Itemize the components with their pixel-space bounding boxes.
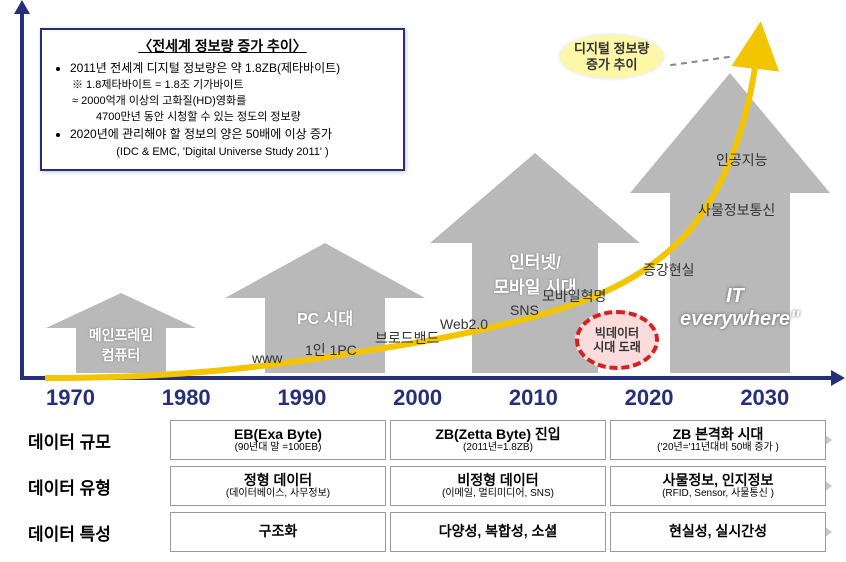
info-box: 〈전세계 정보량 증가 추이〉 2011년 전세계 디지털 정보량은 약 1.8… [40, 28, 405, 171]
table-cell: 비정형 데이터(이메일, 멀티미디어, SNS) [390, 466, 606, 506]
tech-label: SNS [510, 302, 539, 318]
infobox-title: 〈전세계 정보량 증가 추이〉 [52, 36, 393, 56]
year-label: 2020 [599, 385, 715, 411]
year-label: 2030 [714, 385, 830, 411]
table-row: 데이터 규모 EB(Exa Byte)(90년대 말 =100EB) ZB(Ze… [20, 420, 830, 460]
era-label: PC 시대 [297, 311, 353, 328]
tech-label: 인공지능 [716, 150, 768, 170]
infobox-sub: 4700만년 동안 시청할 수 있는 정도의 정보량 [52, 110, 393, 126]
era-label: 인터넷/ [509, 253, 561, 272]
tech-label: 모바일혁명 [542, 286, 606, 306]
tech-label: Web2.0 [440, 316, 488, 332]
year-label: 2000 [367, 385, 483, 411]
table-cell: ZB(Zetta Byte) 진입(2011년=1.8ZB) [390, 420, 606, 460]
year-label: 1970 [20, 385, 136, 411]
infobox-source: (IDC & EMC, 'Digital Universe Study 2011… [52, 145, 393, 161]
table-cell: 정형 데이터(데이터베이스, 사무정보) [170, 466, 386, 506]
infobox-bullet: 2011년 전세계 디지털 정보량은 약 1.8ZB(제타바이트) [70, 60, 393, 77]
row-label: 데이터 규모 [20, 420, 170, 460]
row-label: 데이터 특성 [20, 512, 170, 552]
table-row: 데이터 특성 구조화 다양성, 복합성, 소셜 현실성, 실시간성 [20, 512, 830, 552]
era-label: 컴퓨터 [102, 347, 141, 363]
tech-label: 사물정보통신 [698, 200, 775, 220]
data-table: 데이터 규모 EB(Exa Byte)(90년대 말 =100EB) ZB(Ze… [20, 420, 830, 558]
table-cell: 사물정보, 인지정보(RFID, Sensor, 사물통신 ) [610, 466, 826, 506]
tech-label: 1인 1PC [305, 340, 357, 360]
tech-label: www [252, 350, 282, 366]
it-everywhere-label: IT everywhere" [680, 285, 790, 331]
infobox-sub: ≈ 2000억개 이상의 고화질(HD)영화를 [52, 94, 393, 110]
table-cell: 구조화 [170, 512, 386, 552]
row-label: 데이터 유형 [20, 466, 170, 506]
table-cell: EB(Exa Byte)(90년대 말 =100EB) [170, 420, 386, 460]
year-label: 1990 [251, 385, 367, 411]
infobox-sub: ※ 1.8제타바이트 = 1.8조 기가바이트 [52, 78, 393, 94]
era-mainframe: 메인프레임 컴퓨터 [46, 293, 196, 373]
year-label: 1980 [136, 385, 252, 411]
table-cell: 다양성, 복합성, 소셜 [390, 512, 606, 552]
table-cell: 현실성, 실시간성 [610, 512, 826, 552]
bigdata-badge: 빅데이터 시대 도래 [575, 310, 659, 370]
growth-callout: 디지털 정보량 증가 추이 [560, 35, 663, 78]
year-axis: 1970 1980 1990 2000 2010 2020 2030 [20, 385, 830, 411]
x-axis [20, 376, 835, 380]
tech-label: 증강현실 [643, 260, 695, 280]
table-cell: ZB 본격화 시대('20년='11년대비 50배 증가 ) [610, 420, 826, 460]
year-label: 2010 [483, 385, 599, 411]
table-row: 데이터 유형 정형 데이터(데이터베이스, 사무정보) 비정형 데이터(이메일,… [20, 466, 830, 506]
era-label: 메인프레임 [89, 327, 153, 343]
tech-label: 브로드밴드 [375, 328, 439, 348]
infobox-bullet: 2020년에 관리해야 할 정보의 양은 50배에 이상 증가 [70, 126, 393, 143]
